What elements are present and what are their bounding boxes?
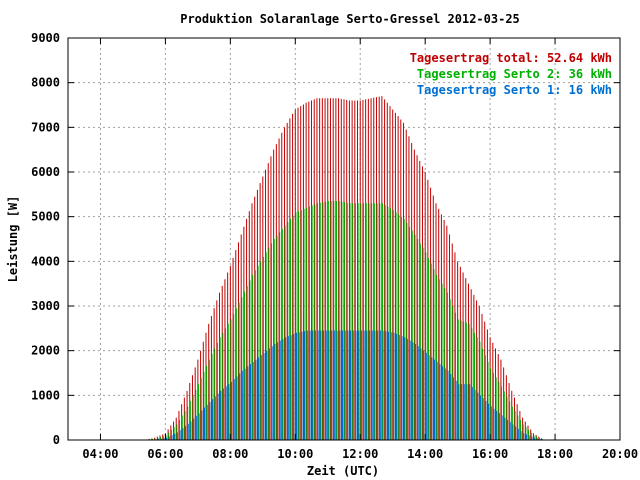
legend: Tagesertrag total: 52.64 kWh Tagesertrag … (410, 51, 612, 97)
x-tick-label: 08:00 (212, 447, 248, 461)
bar-series (145, 96, 544, 440)
x-tick-label: 14:00 (407, 447, 443, 461)
y-tick-label: 0 (53, 433, 60, 447)
y-tick-label: 7000 (31, 120, 60, 134)
y-axis-ticks: 0 1000 2000 3000 4000 5000 6000 7000 8000 9000 (31, 31, 620, 447)
x-tick-label: 10:00 (277, 447, 313, 461)
x-axis-ticks: 04:00 06:00 08:00 10:00 12:00 14:00 16:00 18:00… (82, 38, 638, 461)
x-tick-label: 16:00 (472, 447, 508, 461)
y-axis-label: Leistung [W] (6, 196, 20, 283)
legend-entry: Tagesertrag total: 52.64 kWh (410, 51, 612, 65)
x-tick-label: 18:00 (537, 447, 573, 461)
y-tick-label: 8000 (31, 76, 60, 90)
y-tick-label: 1000 (31, 388, 60, 402)
y-tick-label: 2000 (31, 344, 60, 358)
y-tick-label: 3000 (31, 299, 60, 313)
x-axis-label: Zeit (UTC) (307, 464, 379, 478)
y-tick-label: 5000 (31, 210, 60, 224)
legend-entry: Tagesertrag Serto 1: 16 kWh (417, 83, 612, 97)
x-tick-label: 12:00 (342, 447, 378, 461)
x-tick-label: 20:00 (602, 447, 638, 461)
y-tick-label: 9000 (31, 31, 60, 45)
chart-title: Produktion Solaranlage Serto-Gressel 201… (180, 12, 520, 26)
y-tick-label: 4000 (31, 254, 60, 268)
x-tick-label: 04:00 (82, 447, 118, 461)
legend-entry: Tagesertrag Serto 2: 36 kWh (417, 67, 612, 81)
plot-frame (67, 37, 621, 441)
y-tick-label: 6000 (31, 165, 60, 179)
x-tick-label: 06:00 (147, 447, 183, 461)
